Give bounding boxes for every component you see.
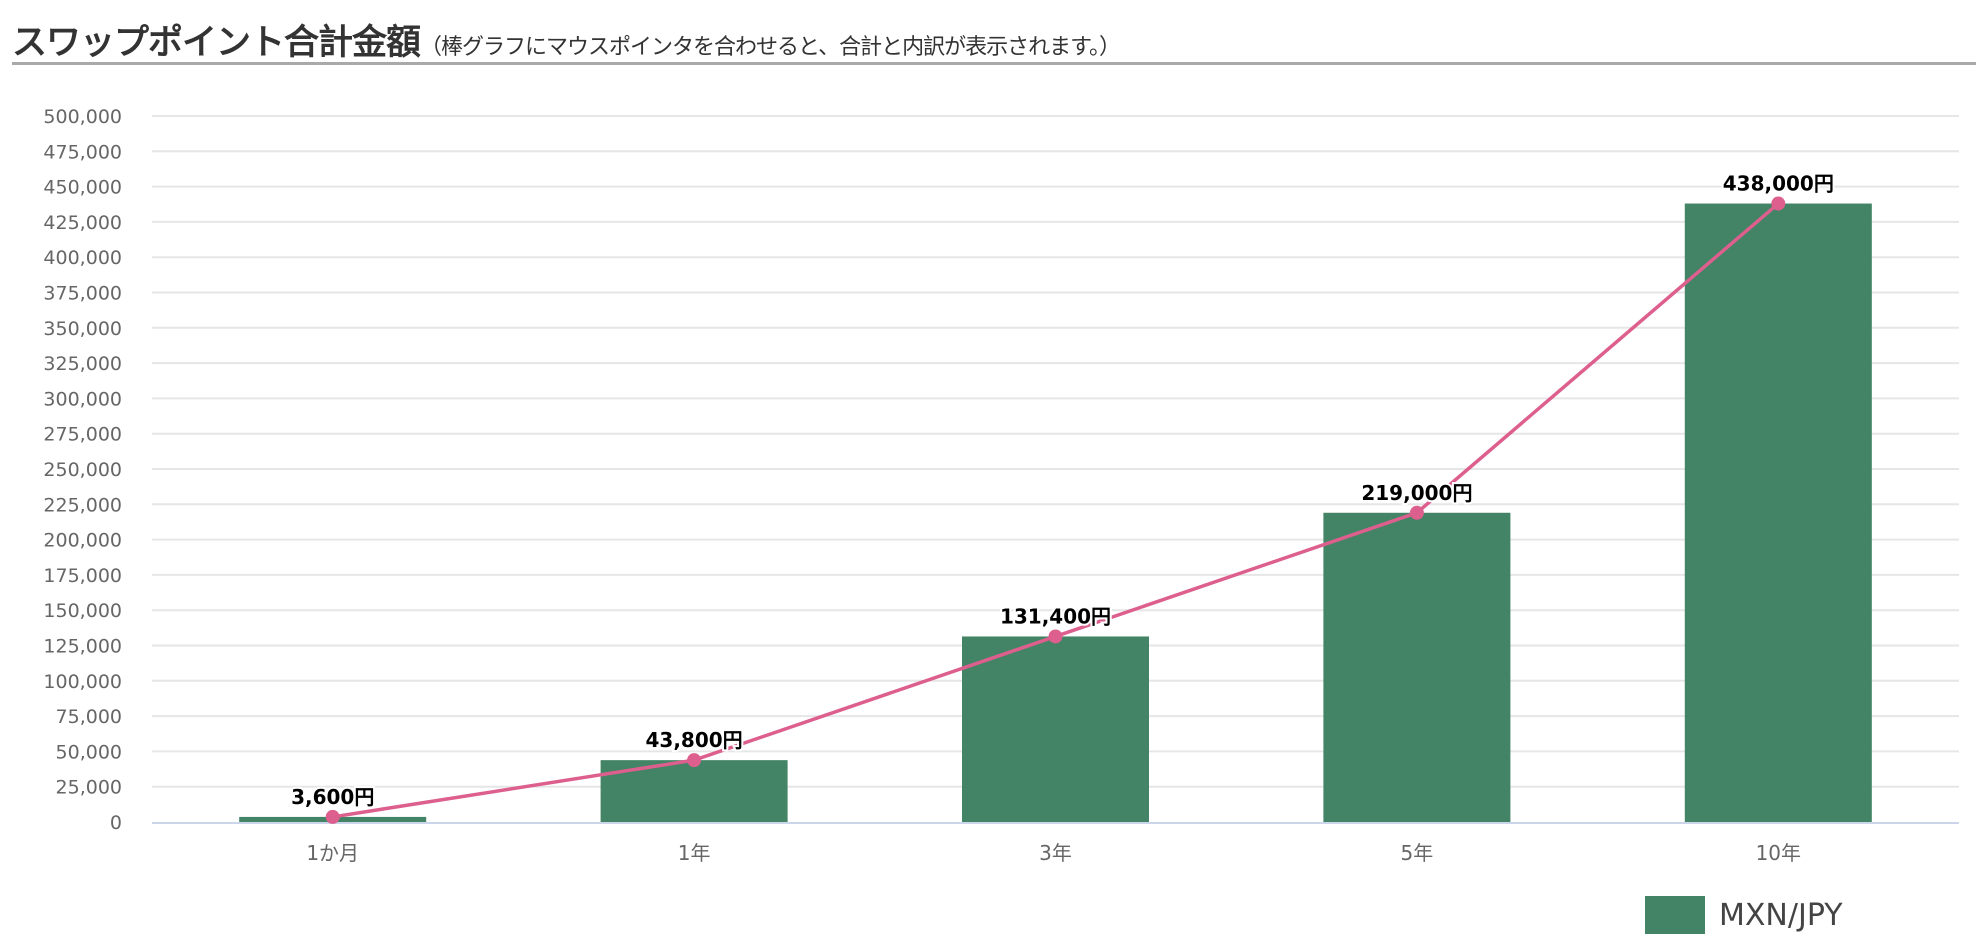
data-label: 3,600円 <box>291 785 374 809</box>
y-tick-label: 50,000 <box>56 741 122 763</box>
y-tick-label: 175,000 <box>43 565 122 587</box>
y-tick-label: 275,000 <box>43 424 122 446</box>
y-tick-label: 100,000 <box>43 671 122 693</box>
page-title: スワップポイント合計金額 <box>12 23 421 63</box>
y-tick-label: 500,000 <box>43 106 122 128</box>
y-tick-label: 325,000 <box>43 353 122 375</box>
y-tick-label: 375,000 <box>43 283 122 305</box>
bar-10年[interactable] <box>1684 203 1872 822</box>
y-tick-label: 200,000 <box>43 530 122 552</box>
bar-3年[interactable] <box>962 636 1149 822</box>
y-tick-label: 450,000 <box>43 177 122 199</box>
y-tick-label: 125,000 <box>43 636 122 658</box>
x-tick-label: 1か月 <box>306 841 359 865</box>
legend-swatch-mxnjpy <box>1645 896 1705 934</box>
bar-5年[interactable] <box>1323 512 1511 822</box>
y-tick-label: 0 <box>110 812 122 834</box>
data-label: 131,400円 <box>1000 604 1111 628</box>
data-label: 43,800円 <box>646 728 743 752</box>
line-point <box>1048 629 1063 644</box>
y-tick-label: 425,000 <box>43 212 122 234</box>
y-tick-label: 300,000 <box>43 388 122 410</box>
x-tick-label: 1年 <box>678 841 711 865</box>
x-tick-label: 5年 <box>1401 841 1434 865</box>
x-tick-label: 10年 <box>1756 841 1801 865</box>
line-point <box>687 753 702 768</box>
y-tick-label: 475,000 <box>43 141 122 163</box>
page-subtitle: （棒グラフにマウスポインタを合わせると、合計と内訳が表示されます。） <box>420 35 1121 60</box>
y-tick-label: 400,000 <box>43 247 122 269</box>
y-tick-label: 25,000 <box>56 777 122 799</box>
y-tick-label: 75,000 <box>56 706 122 728</box>
line-point <box>1409 505 1424 520</box>
y-tick-label: 250,000 <box>43 459 122 481</box>
chart-header: スワップポイント合計金額（棒グラフにマウスポインタを合わせると、合計と内訳が表示… <box>12 14 1976 65</box>
x-tick-label: 3年 <box>1039 841 1072 865</box>
y-tick-label: 150,000 <box>43 600 122 622</box>
legend[interactable]: MXN/JPY <box>1645 896 1843 934</box>
line-point <box>1771 196 1786 211</box>
line-point <box>325 809 340 824</box>
legend-label-mxnjpy: MXN/JPY <box>1719 897 1843 933</box>
y-tick-label: 350,000 <box>43 318 122 340</box>
y-tick-label: 225,000 <box>43 494 122 516</box>
data-label: 438,000円 <box>1723 172 1834 196</box>
data-label: 219,000円 <box>1361 481 1472 505</box>
